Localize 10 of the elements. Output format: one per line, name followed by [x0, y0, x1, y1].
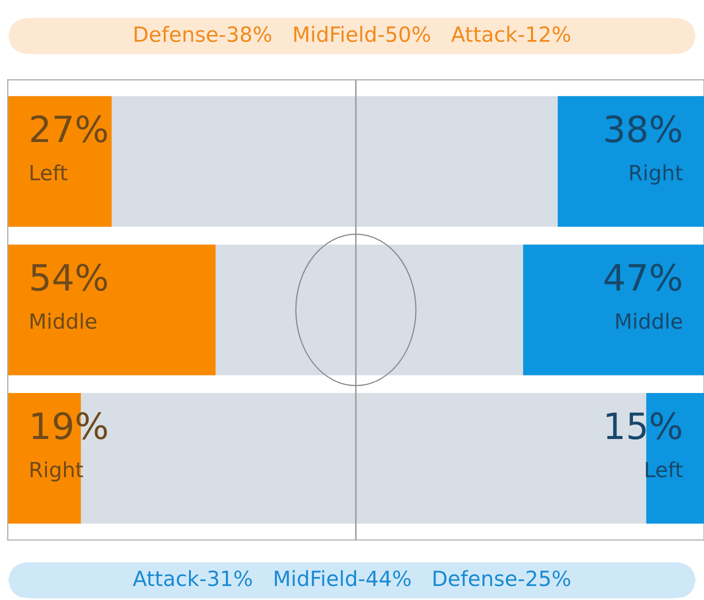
category-label: Left — [30, 164, 68, 181]
category-label: Middle — [616, 312, 682, 329]
data-label: 27% — [31, 115, 107, 143]
category-label: Middle — [30, 312, 96, 329]
category-label: Right — [630, 164, 683, 185]
text: Defense-38% MidField-50% Attack-12% — [134, 26, 570, 42]
text: Attack-31% MidField-44% Defense-25% — [132, 570, 570, 586]
data-label: 54% — [31, 264, 107, 292]
data-label: 38% — [606, 115, 682, 143]
data-label: 47% — [604, 264, 682, 292]
